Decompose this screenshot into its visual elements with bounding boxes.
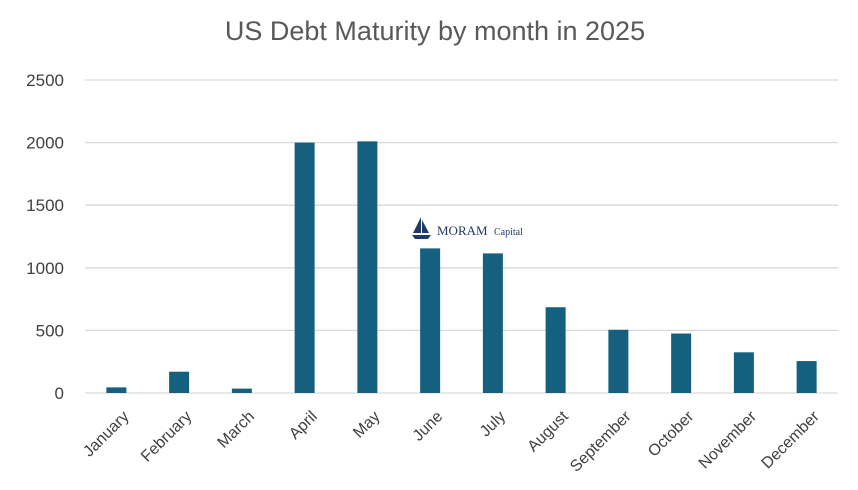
x-label-august: August — [525, 408, 573, 456]
x-label-february: February — [138, 408, 195, 465]
bar-december — [796, 361, 817, 393]
y-tick-label: 500 — [36, 321, 64, 340]
x-axis-labels: January February March April May June July Augu… — [80, 408, 823, 476]
bar-january — [106, 387, 127, 393]
y-tick-label: 2500 — [26, 71, 64, 90]
y-axis-ticks: 0 500 1000 1500 2000 2500 — [26, 71, 64, 403]
x-label-july: July — [477, 408, 509, 440]
y-tick-label: 2000 — [26, 134, 64, 153]
logo-brand: MORAM — [437, 223, 488, 238]
bar-august — [545, 307, 566, 393]
x-label-september: September — [567, 408, 635, 476]
bars — [106, 141, 817, 393]
bar-may — [357, 141, 378, 393]
x-label-october: October — [645, 408, 698, 461]
gridlines — [85, 79, 838, 394]
x-label-march: March — [215, 408, 258, 451]
bar-march — [231, 388, 252, 393]
x-label-may: May — [350, 408, 383, 441]
y-tick-label: 1500 — [26, 196, 64, 215]
y-tick-label: 0 — [55, 384, 64, 403]
bar-october — [671, 333, 692, 393]
moram-capital-logo: MORAM Capital — [412, 217, 523, 239]
bar-november — [733, 352, 754, 393]
bar-september — [608, 329, 629, 393]
x-label-june: June — [410, 408, 447, 445]
bar-june — [420, 248, 441, 393]
x-label-april: April — [286, 408, 321, 443]
y-tick-label: 1000 — [26, 259, 64, 278]
chart-title: US Debt Maturity by month in 2025 — [225, 16, 645, 46]
x-label-november: November — [696, 408, 761, 473]
bar-july — [482, 253, 503, 393]
x-label-january: January — [80, 408, 132, 460]
sailboat-icon — [412, 217, 431, 239]
bar-april — [294, 142, 315, 393]
bar-february — [169, 371, 190, 393]
logo-brand-suffix: Capital — [494, 227, 523, 238]
x-label-december: December — [759, 408, 824, 473]
